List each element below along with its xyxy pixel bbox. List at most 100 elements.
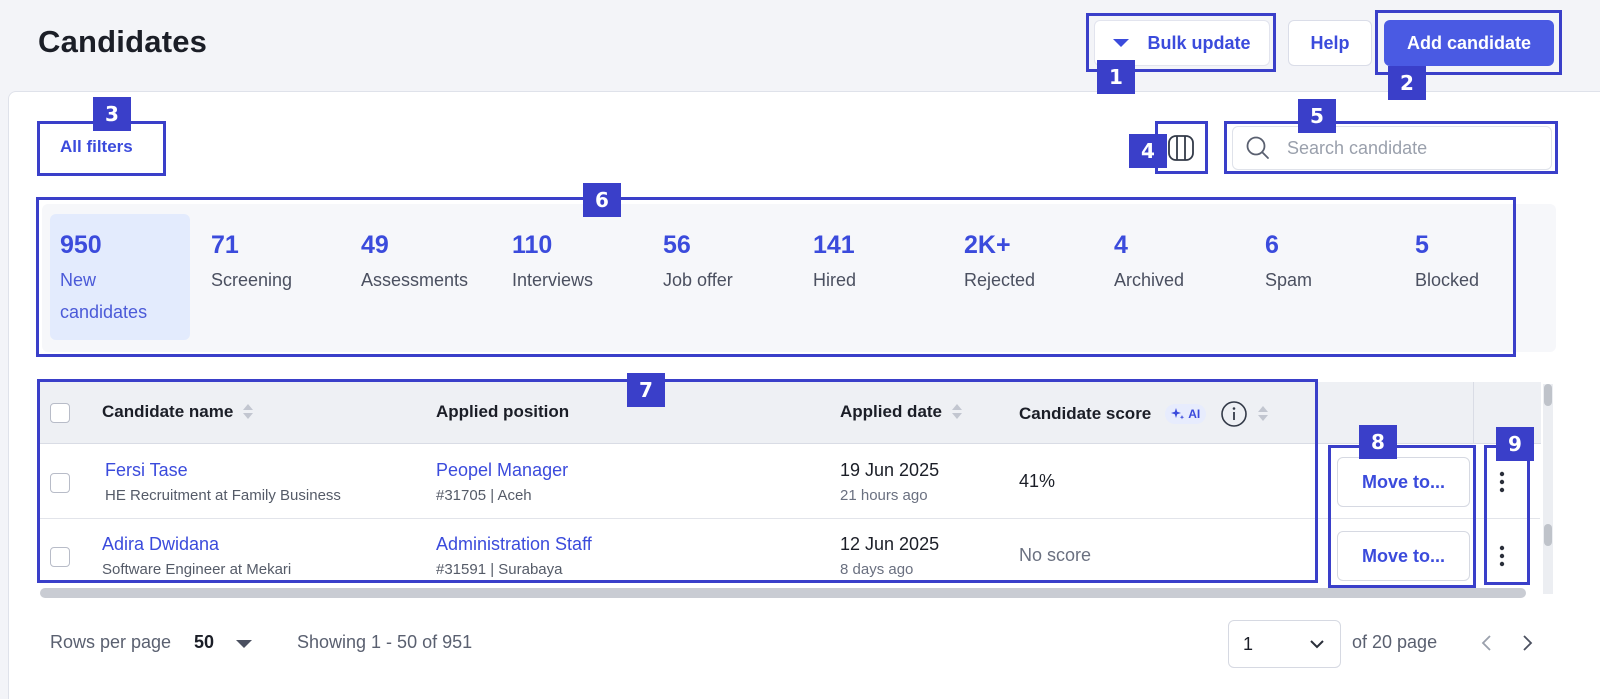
column-label: Candidate name (102, 402, 234, 421)
bulk-update-label: Bulk update (1147, 32, 1251, 53)
stage-count: 5 (1415, 231, 1429, 259)
position-meta: #31705 | Aceh (436, 487, 532, 504)
stage-rejected[interactable]: 2K+ Rejected (954, 214, 1094, 340)
applied-date: 19 Jun 2025 (840, 460, 940, 480)
scrollbar-thumb[interactable] (1544, 384, 1552, 406)
sort-icon[interactable] (952, 404, 963, 420)
stage-label: Interviews (512, 270, 594, 290)
column-divider (1473, 382, 1474, 444)
candidate-name-link[interactable]: Fersi Tase (105, 460, 188, 480)
candidate-name-link[interactable]: Adira Dwidana (102, 534, 220, 554)
stage-count: 49 (361, 231, 389, 259)
ai-badge-label: AI (1188, 407, 1201, 421)
stage-count: 4 (1114, 231, 1128, 259)
column-header-position: Applied position (436, 402, 569, 422)
stage-screening[interactable]: 71 Screening (201, 214, 341, 340)
column-label: Candidate score (1019, 404, 1152, 423)
kebab-menu-icon (1499, 545, 1505, 567)
more-actions-button[interactable] (1492, 462, 1512, 502)
bulk-update-button[interactable]: Bulk update (1094, 20, 1270, 66)
page-number-select[interactable]: 1 (1228, 620, 1341, 668)
add-candidate-button[interactable]: Add candidate (1384, 20, 1554, 66)
annotation-tag: 5 (1298, 99, 1336, 133)
next-page-icon[interactable] (1518, 632, 1536, 654)
select-all-checkbox[interactable] (50, 403, 70, 423)
column-header-date[interactable]: Applied date (840, 402, 963, 422)
all-filters-button[interactable]: All filters (60, 137, 133, 156)
info-icon[interactable] (1220, 400, 1248, 428)
sort-icon[interactable] (243, 404, 254, 420)
stage-blocked[interactable]: 5 Blocked (1405, 214, 1545, 340)
date-cell: 12 Jun 2025 8 days ago (840, 534, 939, 578)
more-actions-button[interactable] (1492, 536, 1512, 576)
page-title: Candidates (38, 24, 208, 59)
candidate-cell: Adira Dwidana Software Engineer at Mekar… (102, 534, 291, 578)
annotation-tag: 7 (627, 373, 665, 407)
table-row[interactable]: Adira Dwidana Software Engineer at Mekar… (40, 519, 1540, 582)
stage-label: Screening (211, 270, 293, 290)
annotation-tag: 2 (1388, 66, 1426, 100)
annotation-tag: 4 (1129, 134, 1167, 168)
previous-page-icon[interactable] (1478, 632, 1496, 654)
date-cell: 19 Jun 2025 21 hours ago (840, 460, 939, 504)
position-cell: Administration Staff #31591 | Surabaya (436, 534, 592, 578)
stage-count: 71 (211, 231, 239, 259)
scrollbar-thumb[interactable] (1544, 524, 1552, 546)
stage-count: 141 (813, 231, 855, 259)
applied-date-relative: 8 days ago (840, 561, 914, 578)
candidate-subtitle: Software Engineer at Mekari (102, 561, 292, 578)
applied-date-relative: 21 hours ago (840, 487, 928, 504)
columns-icon (1168, 135, 1194, 161)
stage-count: 110 (512, 231, 553, 259)
stage-count: 950 (60, 231, 102, 259)
help-button[interactable]: Help (1288, 20, 1372, 66)
column-label: Applied date (840, 402, 943, 421)
stage-label: Job offer (663, 270, 733, 290)
position-cell: Peopel Manager #31705 | Aceh (436, 460, 568, 504)
caret-down-icon (1113, 39, 1130, 47)
applied-date: 12 Jun 2025 (840, 534, 940, 554)
stage-hired[interactable]: 141 Hired (803, 214, 943, 340)
annotation-tag: 9 (1496, 427, 1534, 461)
position-link[interactable]: Administration Staff (436, 534, 592, 554)
stage-label: Assessments (361, 270, 469, 290)
kebab-menu-icon (1499, 471, 1505, 493)
horizontal-scrollbar[interactable] (40, 588, 1526, 598)
pipeline-stage-tabs: 950 New candidates 71 Screening 49 Asses… (42, 204, 1556, 352)
sparkle-icon (1171, 408, 1185, 420)
columns-toggle-button[interactable] (1166, 134, 1196, 162)
table-header: Candidate name Applied position Applied … (40, 382, 1540, 444)
column-header-score[interactable]: Candidate score AI (1019, 400, 1269, 428)
row-checkbox[interactable] (50, 547, 70, 567)
move-to-button[interactable]: Move to... (1337, 531, 1470, 581)
stage-label: Rejected (964, 270, 1036, 290)
rows-per-page-caret-icon[interactable] (236, 640, 252, 648)
column-label: Applied position (436, 402, 570, 421)
stage-new-candidates[interactable]: 950 New candidates (50, 214, 190, 340)
vertical-scrollbar[interactable] (1543, 384, 1553, 594)
stage-label: Blocked (1415, 270, 1480, 290)
stage-label: Spam (1265, 270, 1313, 290)
row-checkbox[interactable] (50, 473, 70, 493)
search-candidate-field[interactable] (1232, 126, 1552, 170)
position-meta: #31591 | Surabaya (436, 561, 563, 578)
annotation-tag: 6 (583, 183, 621, 217)
search-icon (1246, 136, 1269, 159)
chevron-down-icon (1310, 640, 1324, 649)
position-link[interactable]: Peopel Manager (436, 460, 569, 480)
column-header-name[interactable]: Candidate name (102, 402, 254, 422)
stage-interviews[interactable]: 110 Interviews (502, 214, 642, 340)
move-to-button[interactable]: Move to... (1337, 457, 1470, 507)
rows-per-page-label: Rows per page (50, 632, 172, 652)
sort-icon[interactable] (1258, 406, 1269, 422)
candidate-score: No score (1019, 545, 1092, 565)
stage-count: 56 (663, 231, 691, 259)
table-row[interactable]: Fersi Tase HE Recruitment at Family Busi… (40, 445, 1540, 519)
stage-archived[interactable]: 4 Archived (1104, 214, 1244, 340)
stage-job-offer[interactable]: 56 Job offer (653, 214, 793, 340)
rows-per-page-value[interactable]: 50 (194, 632, 215, 652)
search-input[interactable] (1287, 137, 1537, 159)
page-number-value: 1 (1243, 633, 1254, 654)
stage-spam[interactable]: 6 Spam (1255, 214, 1395, 340)
stage-assessments[interactable]: 49 Assessments (351, 214, 491, 340)
